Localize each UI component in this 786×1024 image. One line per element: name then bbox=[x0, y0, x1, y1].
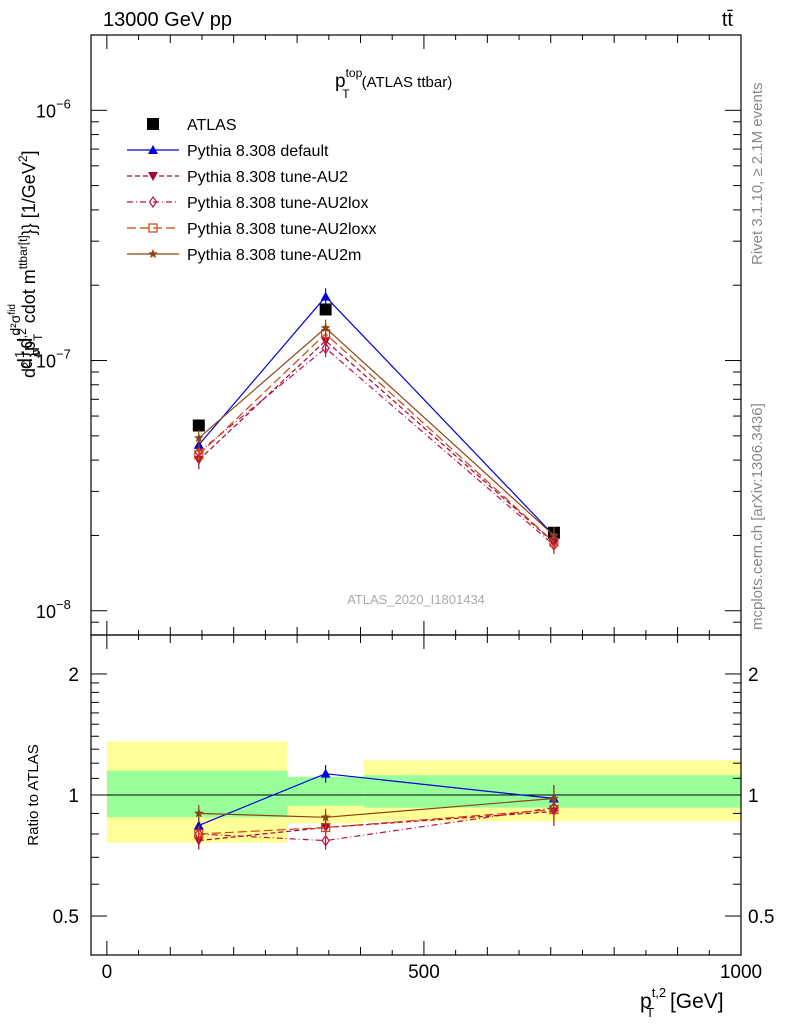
ratio-pythia-8-308-default-point bbox=[320, 768, 331, 778]
main-pythia-8-308-tune-au2m-point bbox=[549, 530, 559, 540]
xtick-label: 500 bbox=[408, 962, 440, 983]
main-pythia-8-308-tune-au2loxx-point bbox=[194, 450, 204, 460]
ratio-pythia-8-308-tune-au2lox-point bbox=[321, 834, 330, 847]
ratio-ytick-label-right: 2 bbox=[748, 665, 759, 686]
energy-label: 13000 GeV pp bbox=[103, 9, 232, 31]
main-atlas-point bbox=[192, 419, 205, 432]
process-label: tt̄ bbox=[722, 9, 734, 31]
mcplots-label: mcplots.cern.ch [arXiv:1306.3436] bbox=[749, 403, 766, 630]
xaxis-label: pt,2 T [GeV] bbox=[640, 985, 724, 1020]
main-ylabel: d1σdd²σfidd² {pTt,2 cdot mttbar[t]}} [1/… bbox=[7, 150, 45, 378]
main-pythia-8-308-tune-au2m-point bbox=[194, 433, 204, 443]
rivet-label: Rivet 3.1.10, ≥ 2.1M events bbox=[749, 83, 766, 266]
legend-pythia-8-308-tune-au2loxx-marker bbox=[148, 223, 158, 233]
ratio-ytick-label: 1 bbox=[68, 786, 79, 807]
ratio-pythia-8-308-tune-au2m-point bbox=[194, 808, 204, 818]
main-ytick-label: 10−8 bbox=[36, 597, 71, 622]
ratio-pythia-8-308-default-point bbox=[193, 820, 204, 830]
main-pythia-8-308-default-point bbox=[320, 291, 331, 301]
ratio-pythia-8-308-tune-au2loxx-line bbox=[198, 809, 554, 835]
main-atlas-point bbox=[319, 303, 332, 316]
ratio-pythia-8-308-tune-au2m-point bbox=[320, 812, 331, 822]
ratio-pythia-8-308-tune-au2m-point bbox=[549, 793, 559, 803]
ratio-band-green bbox=[106, 770, 288, 818]
main-pythia-8-308-tune-au2loxx-line bbox=[198, 332, 555, 543]
main-panel: 10−6 10−7 10−8 ptop T(ATLAS ttbar) ATLAS_20… bbox=[7, 34, 742, 636]
ratio-panel: 0.5 0.5 1 1 2 2 0 500 1000 Ratio to ATLAS pt,2 T… bbox=[25, 634, 774, 1020]
legend-pythia-8-308-default-marker bbox=[148, 145, 158, 154]
analysis-label: ATLAS_2020_I1801434 bbox=[347, 592, 485, 607]
main-pythia-8-308-tune-au2m-point bbox=[320, 322, 331, 332]
legend-pythia-8-308-tune-au2m-label: Pythia 8.308 tune-AU2m bbox=[187, 247, 361, 264]
legend-pythia-8-308-tune-au2lox-marker bbox=[148, 195, 158, 209]
ratio-pythia-8-308-tune-au2loxx-point bbox=[194, 829, 204, 839]
main-ytick-label: 10−7 bbox=[36, 347, 71, 372]
main-pythia-8-308-tune-au2lox-point bbox=[321, 342, 330, 355]
main-pythia-8-308-tune-au2m-line bbox=[198, 327, 555, 536]
xtick-label: 1000 bbox=[720, 962, 762, 983]
ratio-ytick-label-right: 0.5 bbox=[748, 907, 774, 928]
legend-pythia-8-308-tune-au2loxx-label: Pythia 8.308 tune-AU2loxx bbox=[187, 221, 376, 238]
legend-pythia-8-308-default-label: Pythia 8.308 default bbox=[187, 143, 329, 160]
main-pythia-8-308-tune-au2-line bbox=[198, 339, 555, 544]
legend-atlas-label: ATLAS bbox=[187, 117, 237, 134]
legend-atlas-marker bbox=[147, 118, 159, 130]
legend-pythia-8-308-tune-au2-marker bbox=[148, 172, 158, 181]
legend: ATLAS Pythia 8.308 default Pythia 8.308 tu… bbox=[127, 117, 376, 264]
ratio-ytick-label: 2 bbox=[68, 665, 79, 686]
ratio-ylabel: Ratio to ATLAS bbox=[25, 744, 42, 845]
ratio-ytick-label-right: 1 bbox=[748, 786, 759, 807]
xtick-label: 0 bbox=[102, 962, 113, 983]
main-pythia-8-308-tune-au2lox-line bbox=[198, 347, 555, 546]
legend-pythia-8-308-tune-au2lox-label: Pythia 8.308 tune-AU2lox bbox=[187, 195, 368, 212]
main-ytick-label: 10−6 bbox=[36, 96, 71, 121]
plot-title: ptop T(ATLAS ttbar) bbox=[335, 66, 452, 101]
ratio-band-green bbox=[363, 775, 741, 808]
legend-pythia-8-308-tune-au2m-marker bbox=[148, 249, 158, 258]
legend-pythia-8-308-tune-au2-label: Pythia 8.308 tune-AU2 bbox=[187, 169, 348, 186]
ratio-ytick-label: 0.5 bbox=[53, 907, 79, 928]
